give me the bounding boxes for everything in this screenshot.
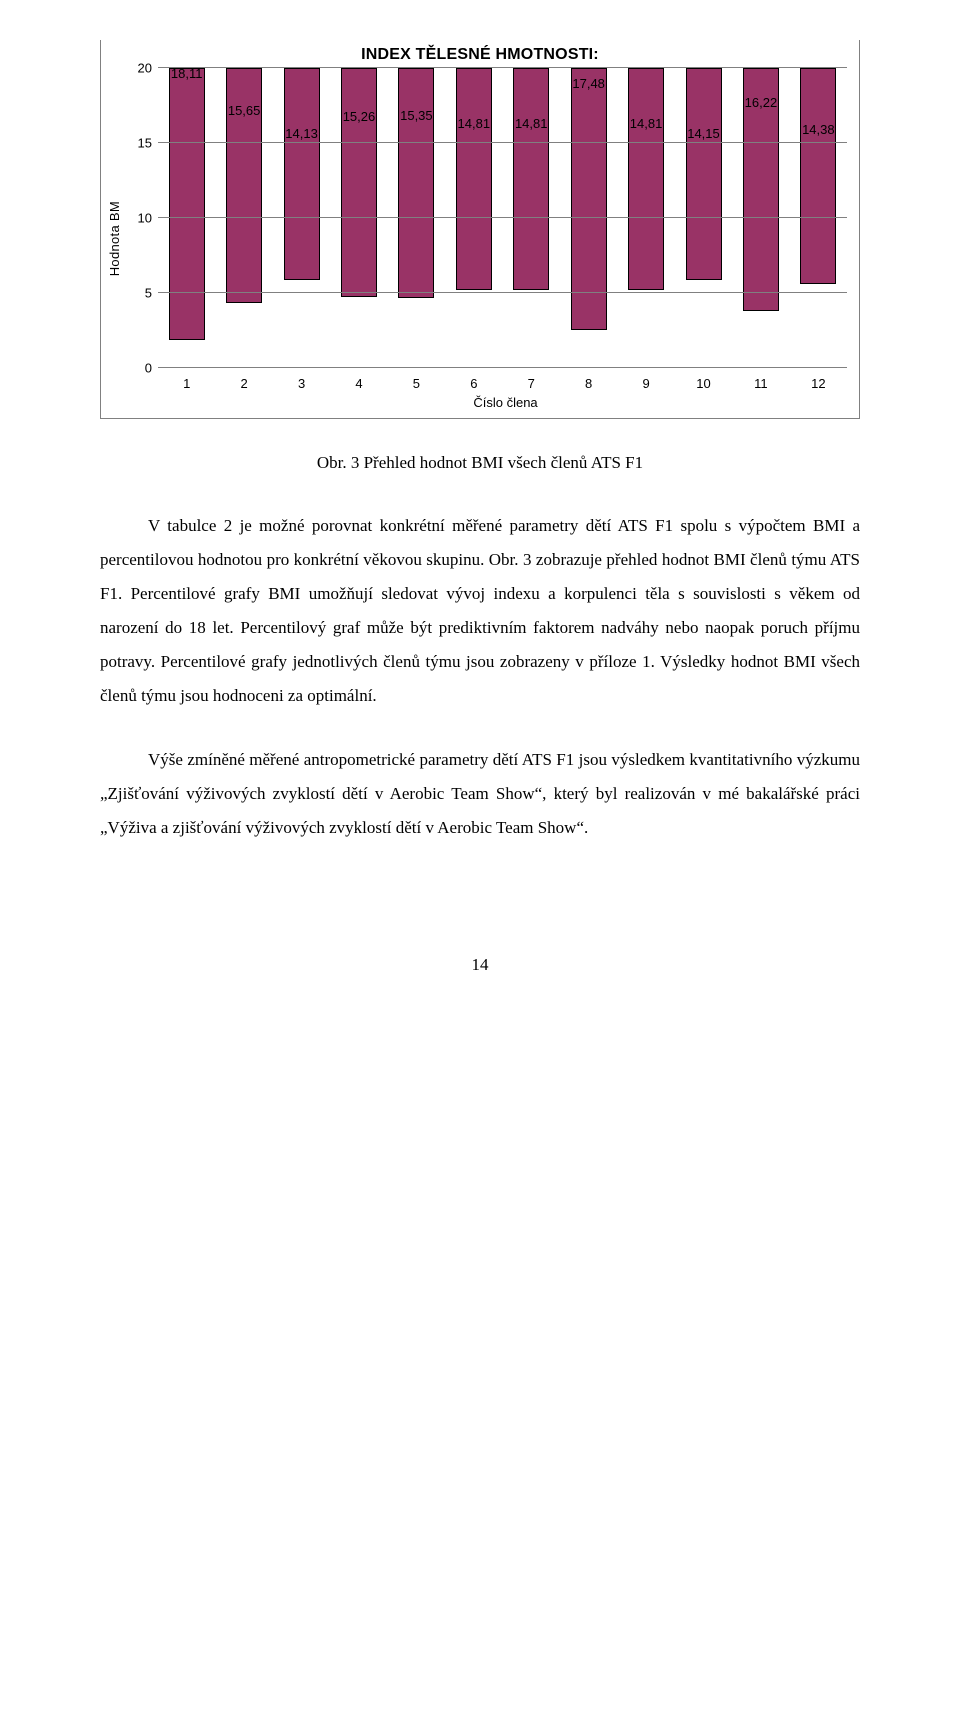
chart-title: INDEX TĚLESNÉ HMOTNOSTI:: [101, 40, 859, 68]
y-tick-label: 5: [122, 286, 152, 301]
bar-slot: 15,65: [215, 68, 272, 368]
bar: [284, 68, 320, 280]
paragraph-2: Výše zmíněné měřené antropometrické para…: [100, 743, 860, 845]
bar-value-label: 14,81: [515, 116, 548, 131]
bar-slot: 17,48: [560, 68, 617, 368]
bar-value-label: 16,22: [745, 95, 778, 110]
bar-value-label: 15,26: [343, 109, 376, 124]
plot-column: 05101520 18,1115,6514,1315,2615,3514,811…: [122, 68, 847, 410]
bar-value-label: 14,81: [630, 116, 663, 131]
bar-slot: 14,81: [445, 68, 502, 368]
bar-slot: 14,13: [273, 68, 330, 368]
bar: [686, 68, 722, 280]
bars-row: 18,11 15,65 14,13 15,26 15,35 14,81 14,81 17,48…: [158, 68, 847, 368]
x-tick-label: 9: [617, 368, 674, 391]
bar-value-label: 15,35: [400, 108, 433, 123]
bmi-bar-chart: INDEX TĚLESNÉ HMOTNOSTI: Hodnota BM 0 5 10…: [100, 40, 860, 419]
y-tick-label: 20: [122, 61, 152, 76]
bar: [571, 68, 607, 330]
x-tick-label: 3: [273, 368, 330, 391]
gridline: [158, 142, 847, 143]
y-axis-label: Hodnota BM: [107, 201, 122, 276]
bar-value-label: 14,38: [802, 122, 835, 137]
bar-slot: 15,26: [330, 68, 387, 368]
x-ticks: 123456789101112: [158, 368, 847, 391]
bar: [456, 68, 492, 290]
bar-slot: 16,22: [732, 68, 789, 368]
paragraph-1: V tabulce 2 je možné porovnat konkrétní …: [100, 509, 860, 713]
bar-value-label: 14,13: [285, 126, 318, 141]
bar-value-label: 14,81: [458, 116, 491, 131]
bar-slot: 14,81: [503, 68, 560, 368]
bar: [398, 68, 434, 298]
y-tick-label: 10: [122, 211, 152, 226]
x-tick-label: 4: [330, 368, 387, 391]
chart-body: Hodnota BM 05101520 18,1115,6514,1315,26…: [101, 68, 859, 410]
y-tick-label: 15: [122, 136, 152, 151]
bar-slot: 15,35: [388, 68, 445, 368]
gridline: [158, 67, 847, 68]
figure-caption: Obr. 3 Přehled hodnot BMI všech členů AT…: [100, 453, 860, 473]
x-tick-label: 2: [215, 368, 272, 391]
y-axis-label-col: Hodnota BM: [107, 68, 122, 410]
bar-value-label: 14,15: [687, 126, 720, 141]
bar: [513, 68, 549, 290]
bar-slot: 14,38: [790, 68, 847, 368]
page-number: 14: [100, 955, 860, 975]
y-tick-label: 0: [122, 361, 152, 376]
bar: [169, 68, 205, 340]
y-ticks: 05101520: [122, 68, 158, 368]
bars-frame: 18,11 15,65 14,13 15,26 15,35 14,81 14,81 17,48…: [158, 68, 847, 368]
x-tick-label: 8: [560, 368, 617, 391]
bar-slot: 14,81: [617, 68, 674, 368]
bar: [800, 68, 836, 284]
x-tick-label: 12: [790, 368, 847, 391]
x-tick-label: 5: [388, 368, 445, 391]
bar-value-label: 15,65: [228, 103, 261, 118]
bar-value-label: 17,48: [572, 76, 605, 91]
gridline: [158, 292, 847, 293]
x-tick-label: 6: [445, 368, 502, 391]
plot-area: 05101520 18,1115,6514,1315,2615,3514,811…: [122, 68, 847, 368]
bar: [628, 68, 664, 290]
bar-slot: 14,15: [675, 68, 732, 368]
bar: [341, 68, 377, 297]
x-tick-label: 1: [158, 368, 215, 391]
bar-slot: 18,11: [158, 68, 215, 368]
x-tick-label: 7: [503, 368, 560, 391]
gridline: [158, 217, 847, 218]
x-axis-label: Číslo člena: [164, 391, 847, 410]
gridline: [158, 367, 847, 368]
x-tick-label: 10: [675, 368, 732, 391]
bar-value-label: 18,11: [171, 66, 203, 81]
x-tick-label: 11: [732, 368, 789, 391]
